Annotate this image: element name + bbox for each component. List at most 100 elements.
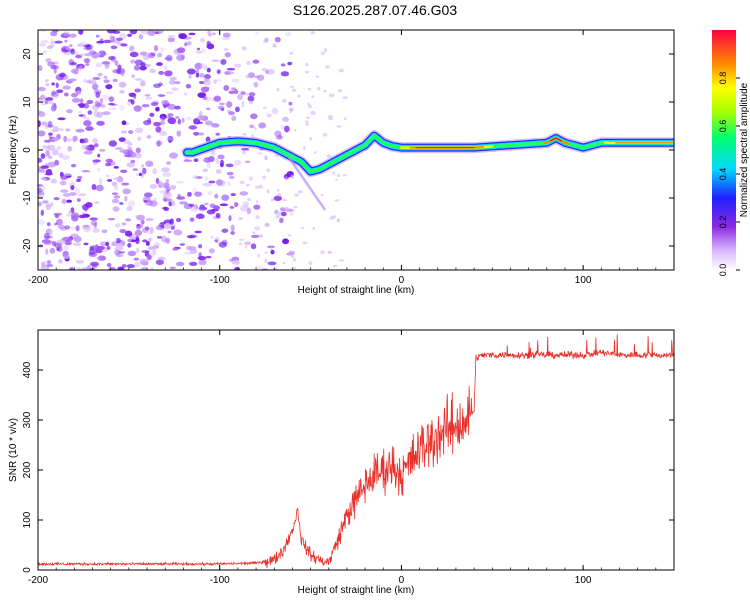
spectrogram-noise-blob (119, 228, 127, 234)
spectrogram-noise-blob (73, 236, 82, 243)
spectrogram-noise-blob (44, 235, 54, 239)
snr-y-tick-label: 100 (22, 511, 33, 528)
spectrogram-noise-blob (266, 113, 272, 118)
spectrogram-noise-blob (266, 168, 271, 173)
spectrogram-noise-blob (297, 94, 301, 98)
spectrogram-noise-blob (282, 262, 286, 265)
spectrogram-noise-blob (71, 97, 81, 103)
colorbar-tick-label: 0.4 (718, 168, 728, 181)
spectrogram-noise-blob (311, 95, 315, 99)
spectrogram-noise-blob (133, 257, 139, 261)
spectrogram-noise-blob (289, 110, 293, 113)
spectrogram-noise-blob (38, 42, 46, 47)
spectrogram-noise-blob (262, 106, 267, 109)
snr-y-tick-label: 400 (22, 361, 33, 378)
spectrogram-noise-blob (197, 115, 205, 121)
spectrogram-noise-blob (286, 252, 294, 256)
spectrogram-noise-blob (89, 217, 99, 221)
spectrogram-noise-blob (216, 179, 223, 186)
spectrogram-noise-blob (127, 100, 131, 107)
spectrogram-noise-blob (135, 224, 142, 230)
colorbar-tick-label: 0.2 (718, 216, 728, 229)
spectrogram-noise-blob (76, 178, 82, 182)
spectrogram-noise-blob (108, 56, 116, 61)
spectrogram-noise-blob (93, 222, 98, 229)
spectrogram-noise-blob (85, 126, 94, 131)
spectrogram-noise-blob (142, 54, 150, 60)
spectrogram-noise-blob (280, 63, 286, 67)
spectrogram-noise-blob (59, 180, 67, 186)
spectrogram-noise-blob (43, 232, 50, 240)
spectrogram-noise-blob (142, 227, 149, 234)
spectrogram-noise-blob (277, 193, 282, 197)
spectrogram-noise-blob (342, 96, 348, 100)
spectrogram-noise-blob (96, 120, 105, 126)
snr-series-line (38, 334, 674, 569)
spectrogram-noise-blob (187, 191, 192, 197)
spectrogram-noise-blob (270, 198, 274, 202)
spectrogram-noise-blob (40, 209, 44, 216)
spectrogram-noise-blob (170, 87, 180, 91)
spectrogram-noise-blob (53, 212, 63, 216)
spectrogram-noise-blob (216, 69, 221, 75)
spectrogram-noise-blob (124, 230, 133, 237)
spectrogram-noise-blob (175, 116, 180, 119)
spectrogram-noise-blob (258, 184, 263, 189)
spectrogram-noise-blob (221, 194, 230, 201)
spectrogram-noise-blob (143, 119, 152, 126)
spectrogram-noise-blob (70, 62, 77, 66)
spectrogram-noise-blob (41, 121, 48, 126)
spectrogram-noise-blob (247, 210, 251, 214)
spectrogram-noise-blob (68, 33, 77, 38)
spectrogram-noise-blob (103, 79, 110, 84)
spectrogram-noise-blob (153, 83, 162, 88)
spectrogram-noise-blob (144, 199, 154, 207)
spectrogram-noise-blob (241, 147, 250, 151)
spectrogram-noise-blob (88, 251, 98, 258)
spectrogram-noise-blob (56, 218, 63, 226)
spectrogram-noise-blob (83, 226, 91, 233)
spectrogram-noise-blob (94, 201, 100, 204)
spectrogram-noise-blob (219, 203, 229, 207)
spectrogram-noise-blob (63, 51, 71, 56)
spectrogram-noise-blob (167, 117, 176, 125)
spectrogram-noise-blob (108, 266, 117, 270)
spectrogram-noise-blob (126, 206, 133, 211)
spectrogram-noise-blob (159, 130, 168, 136)
spectrogram-noise-blob (241, 104, 245, 108)
spectrogram-noise-blob (92, 138, 99, 144)
spectrogram-noise-blob (54, 242, 62, 249)
spectrogram-noise-blob (95, 91, 101, 98)
spectrogram-noise-blob (328, 115, 333, 118)
spectrogram-noise-blob (130, 159, 136, 164)
spectrogram-noise-blob (141, 167, 147, 175)
spectrogram-noise-blob (190, 205, 199, 212)
spectrogram-noise-blob (214, 193, 219, 199)
spectrogram-noise-blob (49, 247, 56, 254)
spectrogram-noise-blob (112, 206, 120, 212)
spectrogram-noise-blob (210, 150, 216, 156)
spectrogram-noise-blob (234, 63, 242, 68)
spectrogram-noise-blob (153, 45, 159, 52)
spectrogram-noise-blob (257, 74, 265, 81)
spectrogram-noise-blob (176, 130, 182, 137)
spectrogram-noise-blob (121, 130, 128, 134)
spectrogram-noise-blob (44, 79, 49, 82)
spectrogram-noise-blob (176, 47, 186, 54)
spectrogram-noise-blob (226, 101, 233, 108)
spectrogram-noise-blob (264, 251, 268, 254)
snr-x-label: Height of straight line (km) (298, 585, 415, 596)
spectrogram-noise-blob (105, 241, 109, 247)
spectrogram-noise-blob (252, 231, 256, 234)
spectrogram-noise-blob (147, 229, 155, 235)
spectrogram-noise-blob (152, 245, 160, 249)
spectrogram-noise-blob (46, 144, 56, 151)
spectrogram-noise-blob (47, 61, 55, 67)
spectrogram-noise-blob (300, 226, 305, 230)
spectrogram-noise-blob (264, 155, 268, 161)
spectrogram-noise-blob (250, 243, 257, 250)
spectrogram-noise-blob (245, 184, 251, 187)
spectrogram-noise-blob (115, 237, 121, 244)
spectrogram-noise-blob (164, 70, 173, 77)
spectrogram-noise-blob (203, 79, 211, 86)
